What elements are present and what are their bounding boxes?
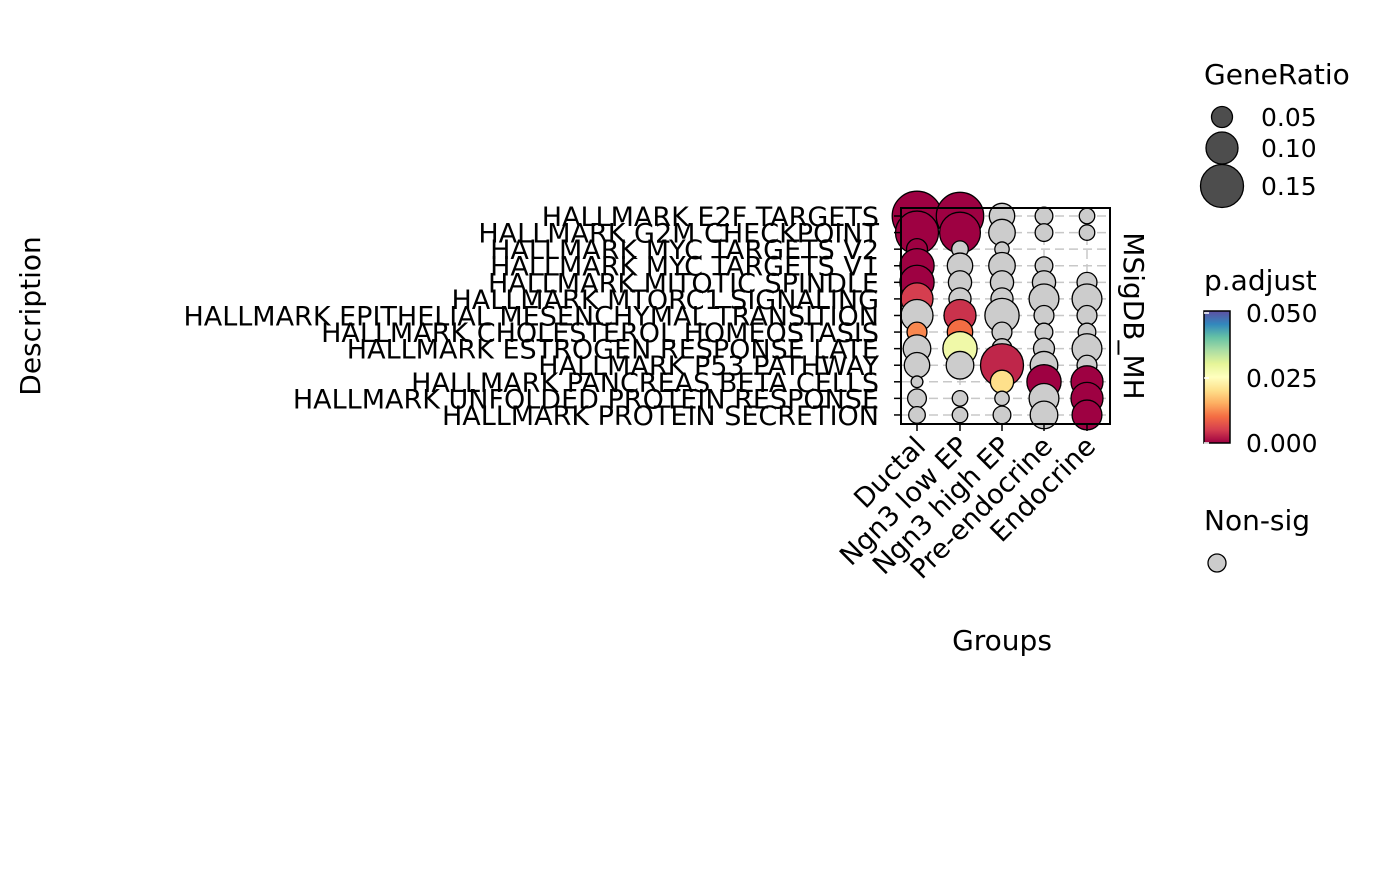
padjust-legend-label: 0.050 xyxy=(1246,299,1318,328)
data-point xyxy=(945,350,975,380)
data-points xyxy=(891,190,1104,431)
y-tick-label: HALLMARK ESTROGEN RESPONSE LATE xyxy=(347,335,879,366)
y-tick-label: HALLMARK E2F TARGETS xyxy=(542,202,879,233)
padjust-legend-label: 0.025 xyxy=(1246,364,1318,393)
generatio-legend-key xyxy=(1205,131,1239,165)
generatio-legend-label: 0.05 xyxy=(1261,103,1317,132)
generatio-legend: GeneRatio 0.050.10 0.15 xyxy=(1199,58,1350,209)
generatio-legend-key xyxy=(1210,105,1234,129)
data-point xyxy=(994,390,1010,407)
nonsig-legend-key xyxy=(1207,553,1227,573)
y-tick-label: HALLMARK G2M CHECKPOINT xyxy=(478,219,879,250)
generatio-legend-label: 0.15 xyxy=(1261,172,1317,201)
data-point xyxy=(1078,224,1096,241)
y-tick-label: HALLMARK PROTEIN SECRETION xyxy=(442,401,879,432)
generatio-legend-label: 0.10 xyxy=(1261,134,1317,163)
x-axis-title: Groups xyxy=(952,624,1052,657)
data-point xyxy=(908,406,926,424)
data-point xyxy=(989,369,1015,395)
nonsig-legend: Non-sig xyxy=(1204,504,1310,573)
y-tick-label: HALLMARK MTORC1 SIGNALING xyxy=(451,285,879,316)
padjust-legend: p.adjust 0.050 0.025 0.000 xyxy=(1203,264,1318,458)
data-point xyxy=(1034,223,1054,243)
generatio-legend-title: GeneRatio xyxy=(1204,58,1350,91)
data-point xyxy=(951,389,969,407)
y-tick-label: HALLMARK CHOLESTEROL HOMEOSTASIS xyxy=(321,318,879,349)
data-point xyxy=(903,351,931,379)
data-point xyxy=(1078,207,1096,225)
data-point xyxy=(1033,304,1055,327)
data-point xyxy=(992,405,1012,425)
nonsig-legend-title: Non-sig xyxy=(1204,504,1310,537)
y-tick-label: HALLMARK MYC TARGETS V2 xyxy=(490,235,879,266)
data-point xyxy=(1076,304,1098,327)
data-point xyxy=(1034,206,1054,226)
generatio-legend-key xyxy=(1199,163,1245,209)
y-tick-label: HALLMARK MITOTIC SPINDLE xyxy=(488,268,879,299)
y-tick-label: HALLMARK PANCREAS BETA CELLS xyxy=(411,368,879,399)
facet-label: MSigDB_MH xyxy=(1117,232,1150,399)
y-axis-title: Description xyxy=(14,236,47,395)
y-tick-label: HALLMARK UNFOLDED PROTEIN RESPONSE xyxy=(293,384,879,415)
data-point xyxy=(951,406,969,424)
padjust-colorbar xyxy=(1203,310,1231,444)
y-tick-label: HALLMARK EPITHELIAL MESENCHYMAL TRANSITI… xyxy=(183,301,879,332)
data-point xyxy=(906,388,928,409)
data-point xyxy=(910,375,924,389)
y-tick-label: HALLMARK P53 PATHWAY xyxy=(538,351,879,382)
padjust-legend-title: p.adjust xyxy=(1204,264,1317,297)
y-tick-label: HALLMARK MYC TARGETS V1 xyxy=(490,252,879,283)
padjust-legend-label: 0.000 xyxy=(1246,429,1318,458)
